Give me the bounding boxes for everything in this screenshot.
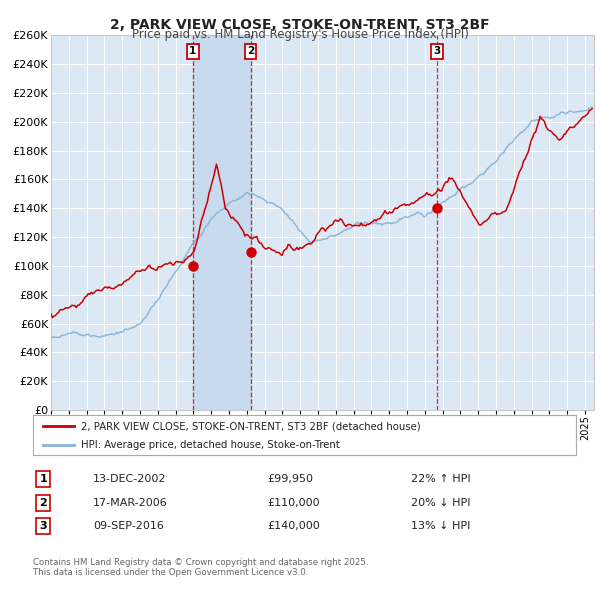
Text: £110,000: £110,000 [267, 498, 320, 507]
Text: 20% ↓ HPI: 20% ↓ HPI [411, 498, 470, 507]
Text: 2: 2 [247, 46, 254, 56]
Text: 3: 3 [434, 46, 441, 56]
Text: 2: 2 [40, 498, 47, 507]
Text: 09-SEP-2016: 09-SEP-2016 [93, 522, 164, 531]
Text: Price paid vs. HM Land Registry's House Price Index (HPI): Price paid vs. HM Land Registry's House … [131, 28, 469, 41]
Text: 13% ↓ HPI: 13% ↓ HPI [411, 522, 470, 531]
Text: 1: 1 [40, 474, 47, 484]
Text: 1: 1 [189, 46, 196, 56]
Text: £140,000: £140,000 [267, 522, 320, 531]
Text: Contains HM Land Registry data © Crown copyright and database right 2025.
This d: Contains HM Land Registry data © Crown c… [33, 558, 368, 577]
Text: £99,950: £99,950 [267, 474, 313, 484]
Text: 17-MAR-2006: 17-MAR-2006 [93, 498, 168, 507]
Text: 22% ↑ HPI: 22% ↑ HPI [411, 474, 470, 484]
Bar [193, 35, 251, 410]
Text: 13-DEC-2002: 13-DEC-2002 [93, 474, 167, 484]
Text: 2, PARK VIEW CLOSE, STOKE-ON-TRENT, ST3 2BF (detached house): 2, PARK VIEW CLOSE, STOKE-ON-TRENT, ST3 … [81, 421, 421, 431]
Text: HPI: Average price, detached house, Stoke-on-Trent: HPI: Average price, detached house, Stok… [81, 441, 340, 450]
Text: 3: 3 [40, 522, 47, 531]
Text: 2, PARK VIEW CLOSE, STOKE-ON-TRENT, ST3 2BF: 2, PARK VIEW CLOSE, STOKE-ON-TRENT, ST3 … [110, 18, 490, 32]
